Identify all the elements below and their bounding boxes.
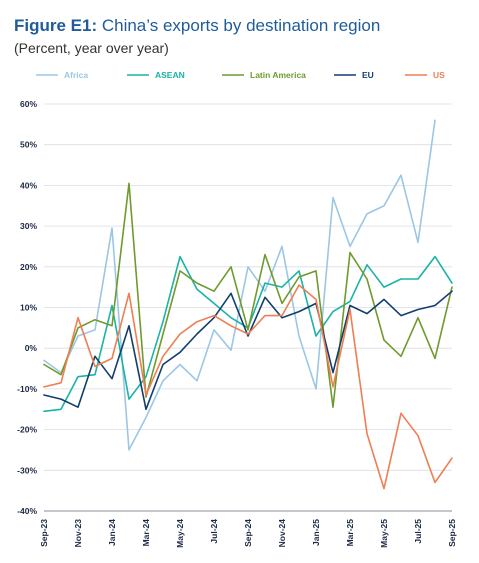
- series-line: [43, 119, 436, 451]
- legend-label: ASEAN: [155, 70, 185, 80]
- y-tick-label: 10%: [20, 303, 37, 313]
- series-lines: [43, 119, 453, 490]
- legend: Africa ASEAN Latin America EU US: [36, 70, 445, 80]
- x-tick-label: Jul-24: [209, 519, 219, 544]
- y-tick-label: 20%: [20, 262, 37, 272]
- y-axis: -40% -30% -20% -10% 0% 10% 20% 30% 40% 50% 60%: [17, 99, 37, 516]
- x-tick-label: Sep-25: [447, 519, 457, 547]
- series-line: [43, 182, 453, 409]
- legend-label: Africa: [64, 70, 88, 80]
- series-line: [43, 284, 453, 490]
- series-line: [43, 290, 453, 411]
- figure-label: Figure E1:: [14, 16, 98, 35]
- y-tick-label: 40%: [20, 180, 37, 190]
- y-tick-label: 60%: [20, 99, 37, 109]
- x-tick-label: Mar-25: [345, 519, 355, 547]
- x-tick-label: Sep-24: [243, 519, 253, 547]
- legend-label: EU: [362, 70, 374, 80]
- x-tick-label: Jul-25: [413, 519, 423, 544]
- y-tick-label: -30%: [17, 465, 37, 475]
- y-tick-label: 30%: [20, 221, 37, 231]
- x-tick-label: Nov-23: [73, 519, 83, 548]
- x-tick-label: Jan-25: [311, 519, 321, 546]
- legend-label: Latin America: [250, 70, 306, 80]
- x-tick-label: Mar-24: [141, 519, 151, 547]
- title-text: China’s exports by destination region: [97, 16, 381, 35]
- chart-title: Figure E1: China’s exports by destinatio…: [14, 16, 380, 36]
- x-tick-label: Sep-23: [39, 519, 49, 547]
- legend-label: US: [433, 70, 445, 80]
- y-tick-label: -10%: [17, 384, 37, 394]
- x-axis: Sep-23 Nov-23 Jan-24 Mar-24 May-24 Jul-24 Sep-…: [39, 510, 457, 548]
- y-tick-label: 50%: [20, 140, 37, 150]
- chart-subtitle: (Percent, year over year): [14, 40, 169, 56]
- x-tick-label: May-25: [379, 519, 389, 548]
- x-tick-label: Jan-24: [107, 519, 117, 546]
- y-tick-label: -40%: [17, 506, 37, 516]
- x-tick-label: Nov-24: [277, 519, 287, 548]
- gridlines: [44, 103, 452, 512]
- y-tick-label: 0%: [25, 343, 38, 353]
- x-tick-label: May-24: [175, 519, 185, 548]
- y-tick-label: -20%: [17, 425, 37, 435]
